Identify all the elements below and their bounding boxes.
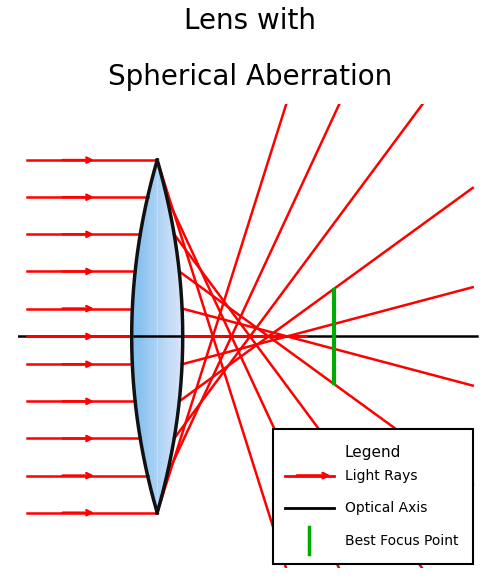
Polygon shape <box>168 204 169 469</box>
Polygon shape <box>132 293 133 380</box>
Text: Spherical Aberration: Spherical Aberration <box>108 63 392 90</box>
Polygon shape <box>144 209 145 464</box>
Polygon shape <box>179 270 180 403</box>
Polygon shape <box>150 184 151 489</box>
Polygon shape <box>152 176 153 497</box>
Polygon shape <box>163 182 164 491</box>
Polygon shape <box>157 161 158 512</box>
Text: Optical Axis: Optical Axis <box>345 501 428 515</box>
Text: Best Focus Point: Best Focus Point <box>345 534 459 548</box>
Polygon shape <box>148 190 149 483</box>
Polygon shape <box>161 174 162 499</box>
Polygon shape <box>175 240 176 433</box>
Polygon shape <box>160 172 161 501</box>
Polygon shape <box>147 197 148 476</box>
Polygon shape <box>140 230 141 443</box>
Polygon shape <box>172 224 173 448</box>
Polygon shape <box>170 213 171 459</box>
Polygon shape <box>138 242 139 430</box>
Polygon shape <box>139 240 140 433</box>
Polygon shape <box>158 165 159 508</box>
Polygon shape <box>141 227 142 445</box>
Polygon shape <box>135 270 136 403</box>
Polygon shape <box>137 253 138 419</box>
Bar <box>273 429 472 564</box>
Polygon shape <box>178 266 179 407</box>
Text: Legend: Legend <box>345 445 401 461</box>
Polygon shape <box>133 287 134 386</box>
Polygon shape <box>145 206 146 467</box>
Polygon shape <box>177 253 178 419</box>
Polygon shape <box>176 249 177 423</box>
Polygon shape <box>165 190 166 483</box>
Polygon shape <box>162 180 163 493</box>
Polygon shape <box>174 236 175 437</box>
Polygon shape <box>159 166 160 506</box>
Polygon shape <box>154 168 155 505</box>
Text: Light Rays: Light Rays <box>345 469 418 483</box>
Polygon shape <box>143 216 144 456</box>
Polygon shape <box>173 227 174 445</box>
Polygon shape <box>166 197 168 476</box>
Polygon shape <box>156 161 157 512</box>
Polygon shape <box>149 188 150 485</box>
Polygon shape <box>153 174 154 499</box>
Polygon shape <box>155 166 156 506</box>
Polygon shape <box>164 188 165 485</box>
Polygon shape <box>136 257 137 416</box>
Polygon shape <box>142 219 143 454</box>
Polygon shape <box>134 275 135 398</box>
Text: Lens with: Lens with <box>184 7 316 35</box>
Polygon shape <box>146 199 147 474</box>
Polygon shape <box>180 287 181 386</box>
Polygon shape <box>181 293 182 380</box>
Polygon shape <box>171 216 172 456</box>
Polygon shape <box>169 206 170 467</box>
Polygon shape <box>151 182 152 491</box>
